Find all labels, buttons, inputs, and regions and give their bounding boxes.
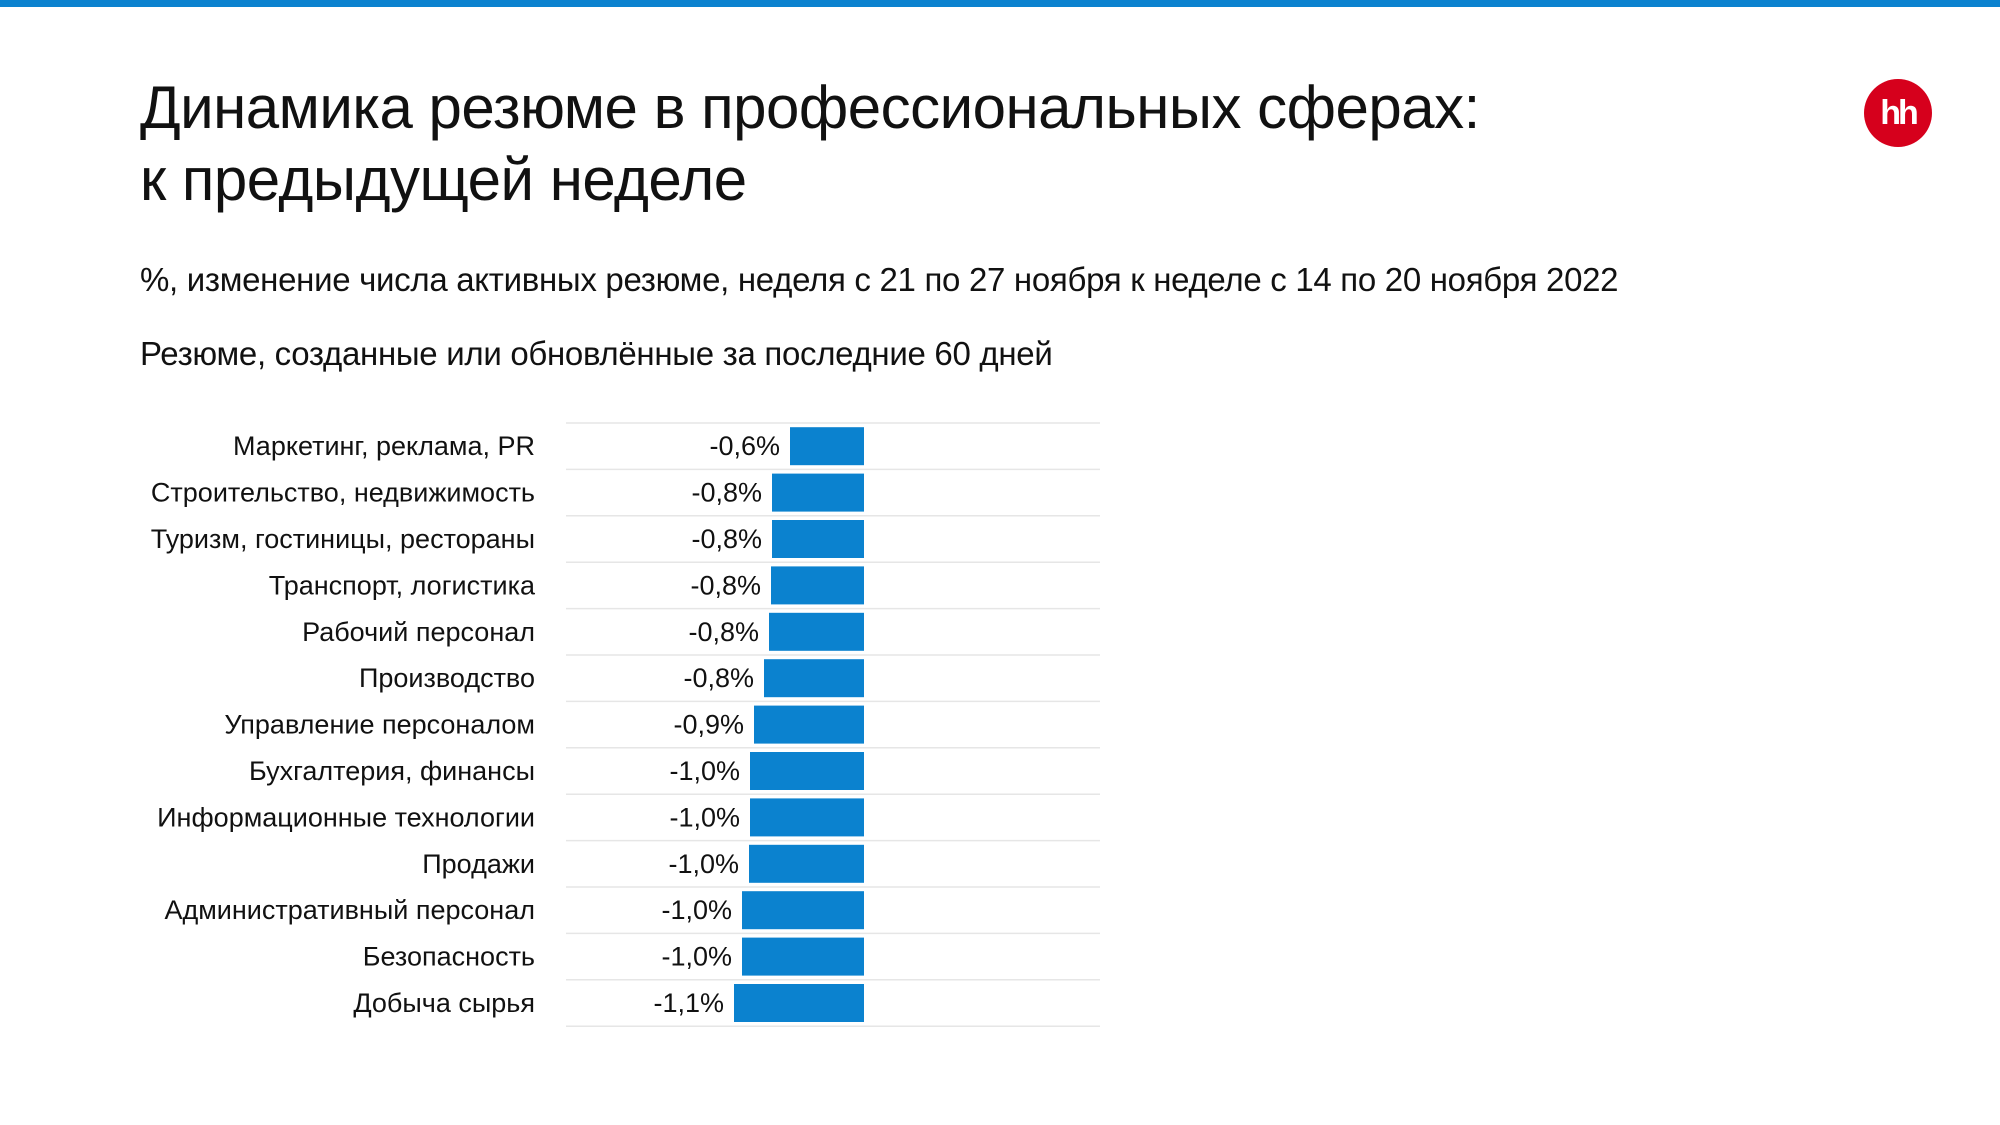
value-label: -0,8% (683, 663, 754, 693)
category-label: Продажи (422, 849, 535, 879)
category-label: Маркетинг, реклама, PR (233, 431, 535, 461)
title-line-1: Динамика резюме в профессиональных сфера… (140, 74, 1480, 141)
bar (750, 752, 864, 790)
bar (754, 705, 864, 744)
bar (742, 891, 864, 930)
category-label: Рабочий персонал (302, 617, 535, 647)
hh-logo: hh (1864, 79, 1932, 147)
category-label: Транспорт, логистика (269, 570, 536, 600)
value-label: -0,9% (673, 710, 744, 740)
value-label: -0,6% (709, 431, 780, 461)
bar (749, 844, 864, 883)
category-label: Туризм, гостиницы, рестораны (151, 524, 535, 554)
value-label: -0,8% (688, 617, 759, 647)
bar (769, 612, 864, 651)
category-label: Информационные технологии (157, 802, 535, 832)
value-label: -1,0% (669, 756, 740, 786)
value-label: -1,0% (661, 942, 732, 972)
category-label: Административный персонал (164, 895, 535, 925)
category-label: Строительство, недвижимость (151, 478, 535, 508)
bar (764, 659, 864, 698)
value-label: -0,8% (691, 478, 762, 508)
category-label: Добыча сырья (353, 988, 535, 1018)
value-label: -1,1% (653, 988, 724, 1018)
value-label: -0,8% (690, 570, 761, 600)
category-label: Производство (359, 663, 535, 693)
bar (790, 427, 864, 466)
title-line-2: к предыдущей неделе (140, 146, 747, 213)
bar (772, 473, 864, 512)
bar (742, 937, 864, 976)
bar (771, 566, 864, 605)
value-label: -1,0% (668, 849, 739, 879)
chart-note: Резюме, созданные или обновлённые за пос… (140, 335, 1053, 372)
chart-subtitle: %, изменение числа активных резюме, неде… (140, 261, 1619, 298)
value-label: -1,0% (661, 895, 732, 925)
category-label: Бухгалтерия, финансы (249, 756, 535, 786)
bar (750, 798, 864, 837)
value-label: -1,0% (669, 802, 740, 832)
bar (772, 520, 864, 558)
top-accent-bar (0, 0, 2000, 7)
bar (734, 984, 864, 1022)
value-label: -0,8% (691, 524, 762, 554)
page-title: Динамика резюме в профессиональных сфера… (140, 72, 1740, 216)
category-label: Безопасность (363, 942, 535, 972)
category-label: Управление персоналом (224, 710, 535, 740)
